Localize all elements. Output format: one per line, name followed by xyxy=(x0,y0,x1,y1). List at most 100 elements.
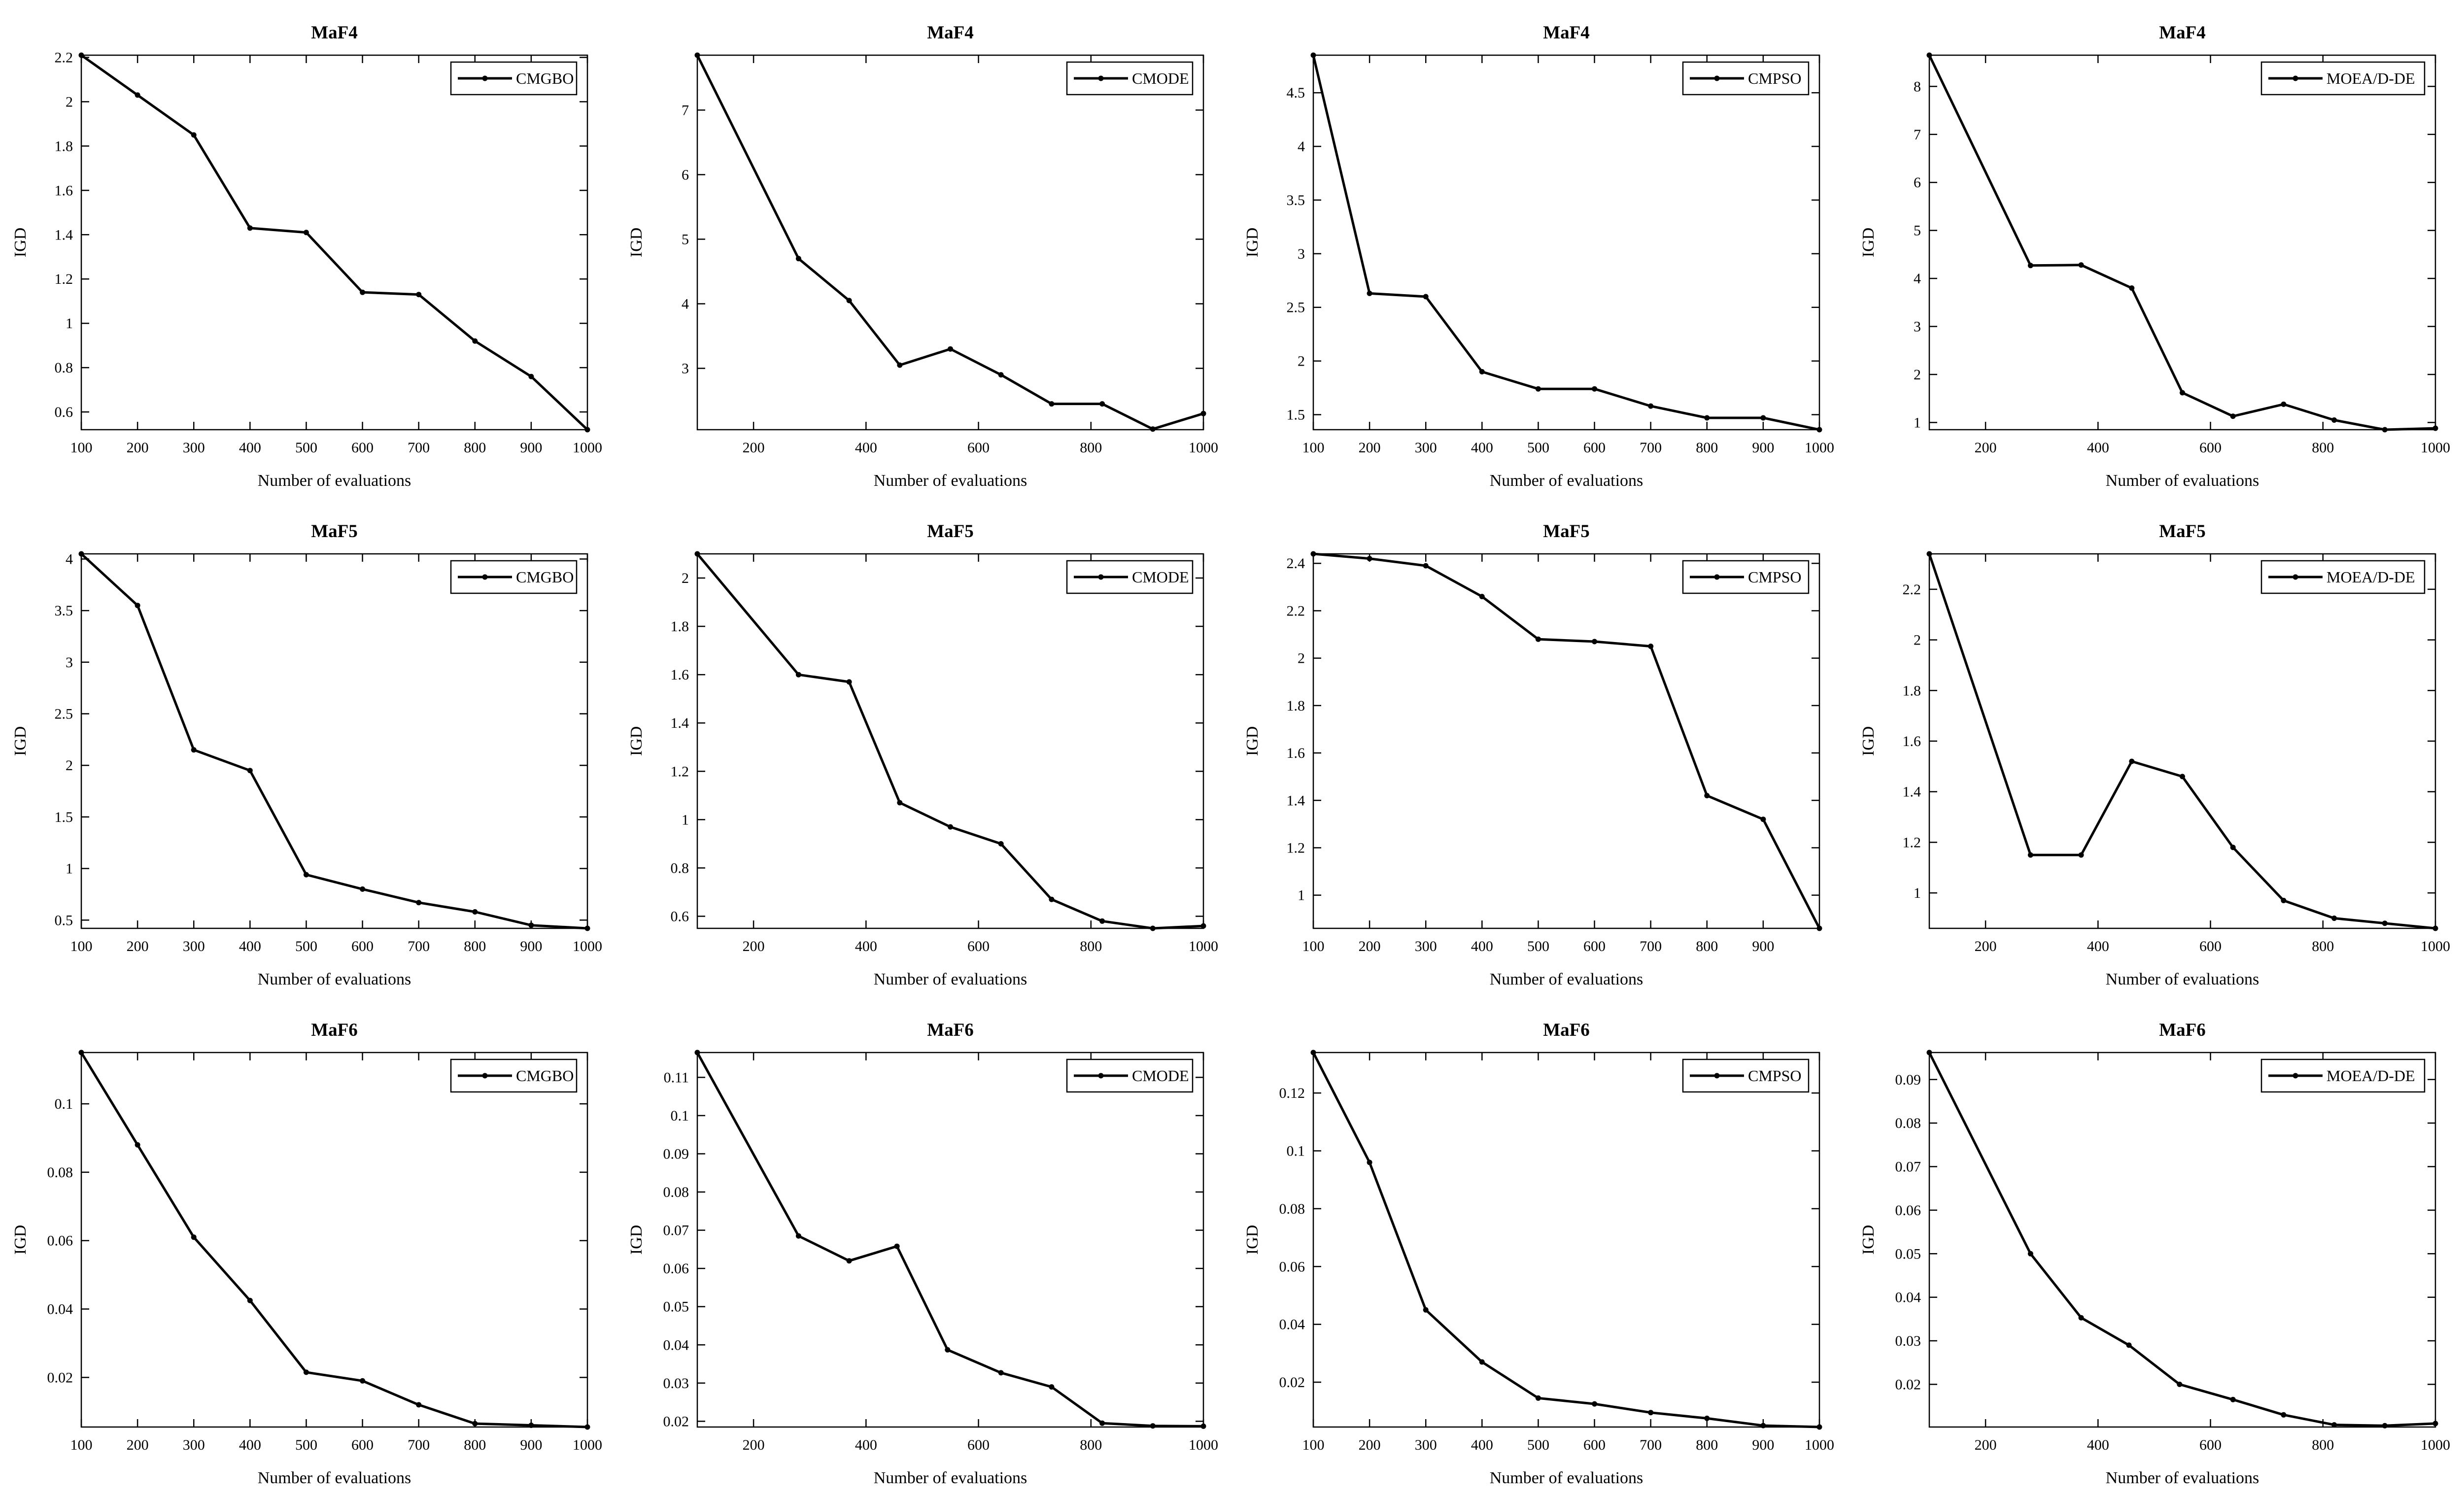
legend-label: CMGBO xyxy=(516,568,574,586)
x-tick-label: 400 xyxy=(855,938,877,954)
data-point-marker xyxy=(694,1050,700,1055)
x-tick-label: 400 xyxy=(855,1437,877,1453)
data-point-marker xyxy=(1648,403,1654,409)
legend: MOEA/D-DE xyxy=(2260,61,2426,96)
data-point-marker xyxy=(1049,401,1055,407)
y-axis-label: IGD xyxy=(11,228,30,257)
series-line xyxy=(1928,1051,2437,1427)
x-tick-label: 500 xyxy=(1527,1437,1549,1453)
x-tick-label: 500 xyxy=(295,938,317,954)
y-tick-label: 2 xyxy=(1298,353,1305,370)
data-point-marker xyxy=(2129,285,2135,291)
data-point-marker xyxy=(1592,1401,1598,1407)
data-point-marker xyxy=(846,679,852,685)
plot-frame xyxy=(696,54,1204,431)
y-tick-label: 4 xyxy=(1914,271,1921,287)
x-tick-label: 700 xyxy=(408,938,430,954)
x-tick-label: 100 xyxy=(1302,1437,1325,1453)
y-tick-label: 2.2 xyxy=(1903,581,1921,598)
legend-label: CMGBO xyxy=(516,69,574,87)
legend-marker-icon xyxy=(482,1073,488,1079)
data-point-marker xyxy=(303,1369,309,1375)
legend: CMGBO xyxy=(450,1058,578,1093)
y-tick-label: 1 xyxy=(66,315,73,332)
y-tick-label: 3.5 xyxy=(1287,192,1305,208)
plot-frame xyxy=(1928,1052,2436,1428)
x-tick-label: 1000 xyxy=(2421,1437,2450,1453)
x-tick-label: 200 xyxy=(1359,938,1381,954)
x-tick-label: 200 xyxy=(1975,938,1997,954)
data-point-marker xyxy=(1760,415,1766,421)
data-point-marker xyxy=(897,800,903,806)
data-point-marker xyxy=(2129,758,2135,764)
x-tick-label: 1000 xyxy=(1189,1437,1218,1453)
y-tick-label: 4.5 xyxy=(1287,85,1305,101)
data-point-marker xyxy=(846,1258,852,1264)
x-tick-label: 600 xyxy=(351,1437,374,1453)
x-tick-label: 700 xyxy=(1640,1437,1662,1453)
data-point-marker xyxy=(1423,563,1429,569)
y-tick-label: 0.04 xyxy=(663,1337,689,1353)
data-point-marker xyxy=(247,1297,253,1303)
data-point-marker xyxy=(303,872,309,878)
x-tick-label: 300 xyxy=(183,938,205,954)
data-point-marker xyxy=(1150,925,1156,931)
y-tick-label: 0.02 xyxy=(1279,1374,1305,1391)
x-tick-label: 200 xyxy=(127,938,149,954)
legend-label: CMPSO xyxy=(1748,568,1802,586)
x-tick-label: 800 xyxy=(1080,1437,1102,1453)
data-point-marker xyxy=(2177,1381,2183,1387)
plot-frame xyxy=(1312,54,1820,431)
data-point-marker xyxy=(1648,1410,1654,1416)
x-tick-label: 600 xyxy=(2199,1437,2222,1453)
series-line xyxy=(696,1051,1205,1428)
data-point-marker xyxy=(1423,1307,1429,1313)
x-tick-label: 400 xyxy=(2087,440,2109,456)
x-tick-label: 500 xyxy=(295,440,317,456)
data-point-marker xyxy=(1648,644,1654,649)
data-point-marker xyxy=(998,372,1004,378)
data-point-marker xyxy=(416,900,422,906)
plot-title: MaF6 xyxy=(927,1020,974,1040)
x-tick-label: 200 xyxy=(1359,440,1381,456)
x-tick-label: 800 xyxy=(1080,440,1102,456)
plot-frame xyxy=(1928,54,2436,431)
y-tick-label: 0.1 xyxy=(1287,1143,1305,1159)
legend-label: CMODE xyxy=(1132,568,1189,586)
x-tick-label: 300 xyxy=(1415,1437,1437,1453)
data-point-marker xyxy=(2180,390,2185,396)
x-tick-label: 900 xyxy=(520,938,542,954)
plot-title: MaF4 xyxy=(311,23,358,43)
data-point-marker xyxy=(2230,1396,2236,1402)
y-axis-label: IGD xyxy=(11,1225,30,1255)
x-tick-label: 400 xyxy=(239,1437,261,1453)
data-point-marker xyxy=(2432,425,2438,431)
x-tick-label: 900 xyxy=(1752,1437,1774,1453)
data-point-marker xyxy=(1704,415,1710,421)
data-point-marker xyxy=(1049,1384,1055,1390)
chart-maf6-cmpso: 100 200 300 400 500 600 700 800 900 1000 0.02 0.04 0… xyxy=(1232,997,1848,1496)
y-tick-label: 0.08 xyxy=(47,1164,73,1181)
chart-maf6-cmgbo: 100 200 300 400 500 600 700 800 900 1000 0.02 0.04 0… xyxy=(0,997,616,1496)
y-tick-label: 1.4 xyxy=(671,715,689,731)
data-point-marker xyxy=(2281,898,2287,903)
legend: MOEA/D-DE xyxy=(2260,560,2426,594)
x-tick-label: 200 xyxy=(743,440,765,456)
data-point-marker xyxy=(2126,1342,2132,1348)
data-point-marker xyxy=(1535,386,1541,392)
y-tick-label: 1 xyxy=(682,812,689,828)
data-point-marker xyxy=(2180,774,2185,780)
x-tick-label: 800 xyxy=(1696,938,1718,954)
y-axis-label: IGD xyxy=(627,1225,646,1255)
legend-marker-icon xyxy=(1714,574,1720,580)
plot-frame xyxy=(1928,553,2436,929)
legend-label: CMODE xyxy=(1132,69,1189,87)
x-tick-label: 200 xyxy=(1975,1437,1997,1453)
y-tick-label: 0.5 xyxy=(55,912,73,928)
data-point-marker xyxy=(998,1370,1004,1376)
x-axis-label: Number of evaluations xyxy=(258,970,411,988)
x-axis-label: Number of evaluations xyxy=(2106,472,2259,490)
series-line xyxy=(1928,54,2437,431)
x-tick-label: 100 xyxy=(70,938,93,954)
legend-marker-icon xyxy=(2293,75,2298,81)
